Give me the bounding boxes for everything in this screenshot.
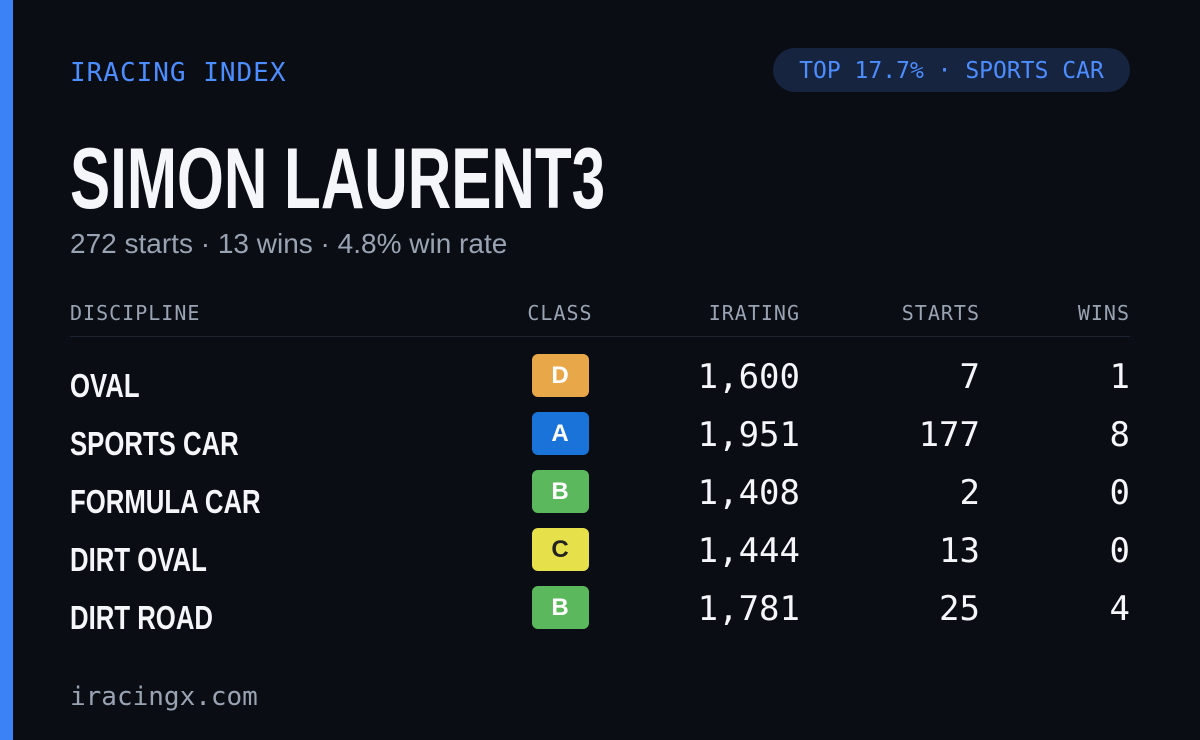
driver-summary: 272 starts · 13 wins · 4.8% win rate <box>70 228 508 259</box>
discipline: OVAL <box>70 367 140 404</box>
discipline: DIRT OVAL <box>70 541 207 578</box>
irating: 1,600 <box>697 357 800 397</box>
starts: 25 <box>939 589 980 629</box>
irating: 1,781 <box>697 589 800 629</box>
irating: 1,444 <box>697 531 800 571</box>
column-header: CLASS <box>527 301 593 325</box>
wins: 4 <box>1109 589 1130 629</box>
header-rule <box>70 336 1130 337</box>
starts: 2 <box>959 473 980 513</box>
footer-site: iracingx.com <box>70 682 258 712</box>
wins: 0 <box>1109 531 1130 571</box>
wins: 1 <box>1109 357 1130 397</box>
wins: 0 <box>1109 473 1130 513</box>
rank-badge: TOP 17.7% · SPORTS CAR <box>773 48 1130 92</box>
column-header: STARTS <box>901 301 980 325</box>
discipline: DIRT ROAD <box>70 599 213 636</box>
brand: IRACING INDEX <box>70 58 287 88</box>
discipline: FORMULA CAR <box>70 483 261 520</box>
accent-stripe <box>0 0 13 740</box>
discipline: SPORTS CAR <box>70 425 239 462</box>
starts: 177 <box>918 415 980 455</box>
class-badge: B <box>531 586 589 629</box>
starts: 7 <box>959 357 980 397</box>
driver-name: SIMON LAURENT3 <box>70 131 606 227</box>
irating: 1,951 <box>697 415 800 455</box>
class-badge: A <box>531 412 589 455</box>
starts: 13 <box>939 531 980 571</box>
class-badge: D <box>531 354 589 397</box>
wins: 8 <box>1109 415 1130 455</box>
column-header: IRATING <box>708 301 800 325</box>
column-header: WINS <box>1077 301 1130 325</box>
column-header: DISCIPLINE <box>70 301 201 325</box>
class-badge: C <box>531 528 589 571</box>
class-badge: B <box>531 470 589 513</box>
irating: 1,408 <box>697 473 800 513</box>
